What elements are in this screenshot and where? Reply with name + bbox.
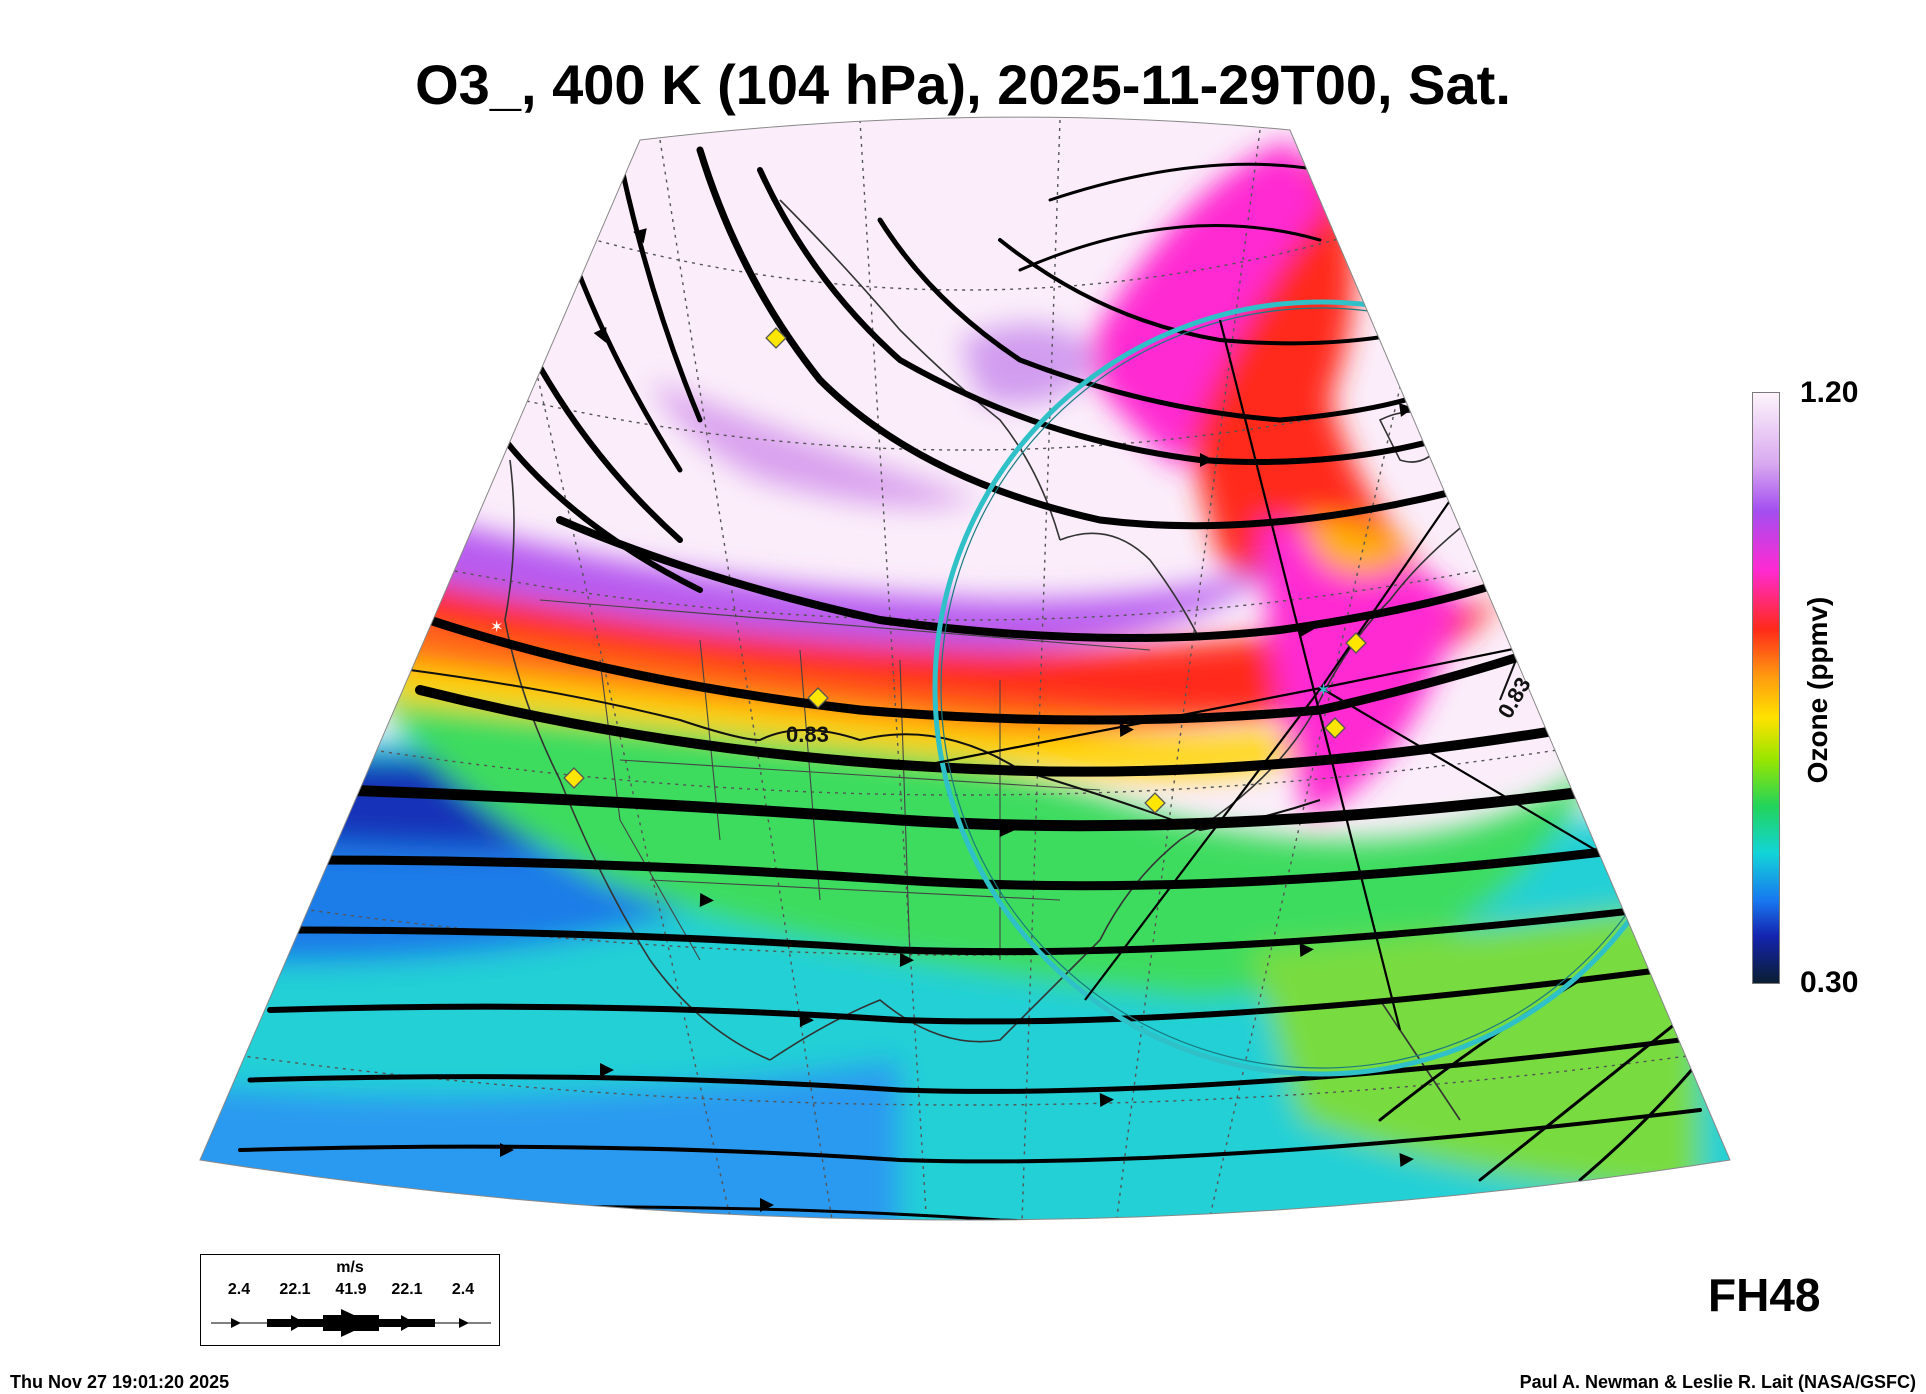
- station-markers: [563, 327, 1367, 814]
- colorbar-title: Ozone (ppmv): [1802, 596, 1833, 784]
- legend-arrow-scale: [211, 1309, 491, 1337]
- legend-value: 22.1: [279, 1281, 311, 1298]
- legend-value: 22.1: [391, 1281, 423, 1298]
- legend-unit: m/s: [336, 1259, 364, 1276]
- station-marker: [807, 687, 829, 709]
- white-star-icon: ✶: [490, 617, 503, 636]
- map-title: O3_, 400 K (104 hPa), 2025-11-29T00, Sat…: [415, 53, 1511, 116]
- legend-value: 41.9: [335, 1281, 367, 1298]
- map-frame: [199, 116, 1731, 1221]
- station-marker: [1345, 632, 1367, 654]
- legend-value: 2.4: [451, 1281, 475, 1298]
- station-marker: [1324, 717, 1346, 739]
- contour-label: 0.83: [786, 722, 829, 747]
- station-marker: [563, 767, 585, 789]
- colorbar-min-label: 0.30: [1800, 966, 1859, 999]
- ozone-colorbar: [1752, 392, 1780, 984]
- legend-value: 2.4: [227, 1281, 251, 1298]
- forecast-hour-label: FH48: [1708, 1269, 1821, 1321]
- center-star-icon: ✶: [1316, 680, 1331, 701]
- ozone-field: [200, 117, 1730, 1221]
- station-marker: [765, 327, 787, 349]
- footer-timestamp: Thu Nov 27 19:01:20 2025: [10, 1372, 230, 1392]
- wind-arrowheads: [500, 228, 1414, 1212]
- footer-credit: Paul A. Newman & Leslie R. Lait (NASA/GS…: [1519, 1372, 1916, 1392]
- station-marker: [1144, 792, 1166, 814]
- wind-speed-legend: m/s 2.4 22.1 41.9 22.1 2.4: [200, 1254, 500, 1346]
- colorbar-max-label: 1.20: [1800, 376, 1859, 409]
